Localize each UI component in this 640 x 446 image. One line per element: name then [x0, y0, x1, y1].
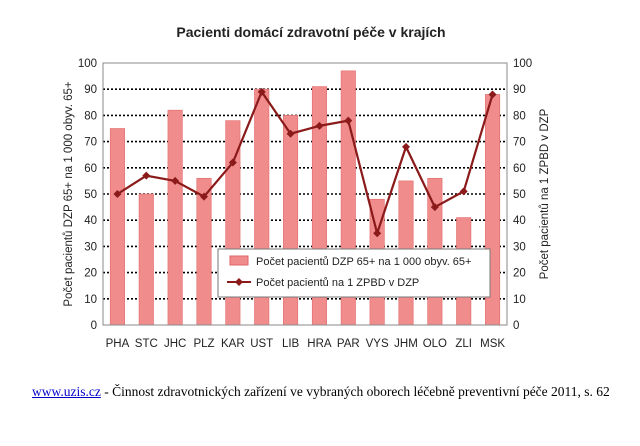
plot-area-frame — [102, 62, 508, 326]
y-tick-label: 80 — [84, 110, 97, 122]
x-tick-label: KAR — [221, 338, 245, 350]
x-tick-label: HRA — [307, 338, 332, 350]
x-tick-label: VYS — [366, 338, 389, 350]
legend: Počet pacientů DZP 65+ na 1 000 obyv. 65… — [217, 248, 491, 298]
bar — [109, 128, 125, 326]
y2-tick-label: 40 — [513, 215, 526, 227]
y-tick-label: 10 — [84, 294, 97, 306]
legend-line-label: Počet pacientů na 1 ZPBD v DZP — [256, 277, 419, 289]
line-point — [430, 203, 439, 212]
legend-bar-label: Počet pacientů DZP 65+ na 1 000 obyv. 65… — [256, 256, 471, 268]
x-tick-label: PLZ — [193, 338, 214, 350]
x-tick-label: LIB — [282, 338, 300, 350]
line-point — [142, 171, 151, 180]
line-point — [200, 192, 208, 201]
line-series — [113, 87, 497, 238]
y-axis-left-label: Počet pacientů DZP 65+ na 1 000 obyv. 65… — [63, 81, 75, 307]
y2-tick-label: 60 — [513, 163, 526, 175]
y-tick-label: 90 — [84, 84, 97, 96]
x-tick-label: JHC — [164, 338, 186, 350]
y-tick-label: 30 — [84, 241, 97, 253]
y-tick-label: 100 — [78, 58, 97, 70]
line-point — [113, 190, 122, 198]
x-axis-ticks: PHA STC JHC PLZ KAR UST LIB HRA PAR VYS JHM OLO ZLI M… — [106, 338, 506, 350]
y-tick-label: 0 — [91, 320, 97, 332]
line-point — [286, 129, 295, 138]
series-line — [116, 89, 494, 238]
legend-box — [217, 248, 491, 298]
y2-tick-label: 10 — [513, 294, 526, 306]
y-axis-right-label: Počet pacientů na 1 ZPBD v DZP — [539, 108, 551, 279]
line-point — [488, 90, 497, 99]
y2-tick-label: 0 — [513, 320, 519, 332]
x-tick-label: PAR — [337, 338, 360, 350]
source-caption-text: - Činnost zdravotnických zařízení ve vyb… — [100, 384, 610, 399]
y-tick-label: 50 — [84, 189, 97, 201]
y2-tick-label: 90 — [513, 84, 526, 96]
bar — [167, 109, 183, 326]
source-link[interactable]: www.uzis.cz — [32, 384, 101, 399]
line-point — [171, 176, 180, 185]
y2-tick-label: 70 — [513, 137, 526, 149]
line-point — [402, 142, 410, 151]
line-point — [257, 87, 266, 96]
y2-tick-label: 20 — [513, 268, 526, 280]
left-axis-ticks: 0 10 20 30 40 50 60 70 80 90 100 — [78, 58, 97, 332]
y2-tick-label: 80 — [513, 110, 526, 122]
bar-series — [109, 70, 501, 326]
y-tick-label: 70 — [84, 137, 97, 149]
y2-tick-label: 100 — [513, 58, 532, 70]
x-tick-label: UST — [250, 338, 273, 350]
bar — [138, 193, 154, 326]
source-caption: www.uzis.cz - Činnost zdravotnických zař… — [32, 384, 622, 400]
legend-line-marker — [235, 278, 243, 286]
y-tick-label: 40 — [84, 215, 97, 227]
line-point — [459, 187, 468, 196]
line-point — [344, 116, 353, 125]
x-tick-label: MSK — [480, 338, 505, 350]
x-tick-label: PHA — [106, 338, 130, 350]
x-tick-label: ZLI — [455, 338, 472, 350]
y2-tick-label: 50 — [513, 189, 526, 201]
right-axis-ticks: 0 10 20 30 40 50 60 70 80 90 100 — [513, 58, 532, 332]
x-tick-label: JHM — [394, 338, 418, 350]
line-point — [373, 229, 382, 238]
chart: Pacienti domácí zdravotní péče v krajích… — [63, 24, 551, 350]
y2-tick-label: 30 — [513, 241, 526, 253]
y-tick-label: 60 — [84, 163, 97, 175]
chart-title: Pacienti domácí zdravotní péče v krajích — [176, 24, 445, 40]
x-tick-label: STC — [135, 338, 158, 350]
line-point — [315, 121, 324, 130]
legend-bar-swatch — [229, 255, 249, 266]
y-tick-label: 20 — [84, 268, 97, 280]
x-tick-label: OLO — [423, 338, 447, 350]
line-point — [228, 158, 237, 167]
